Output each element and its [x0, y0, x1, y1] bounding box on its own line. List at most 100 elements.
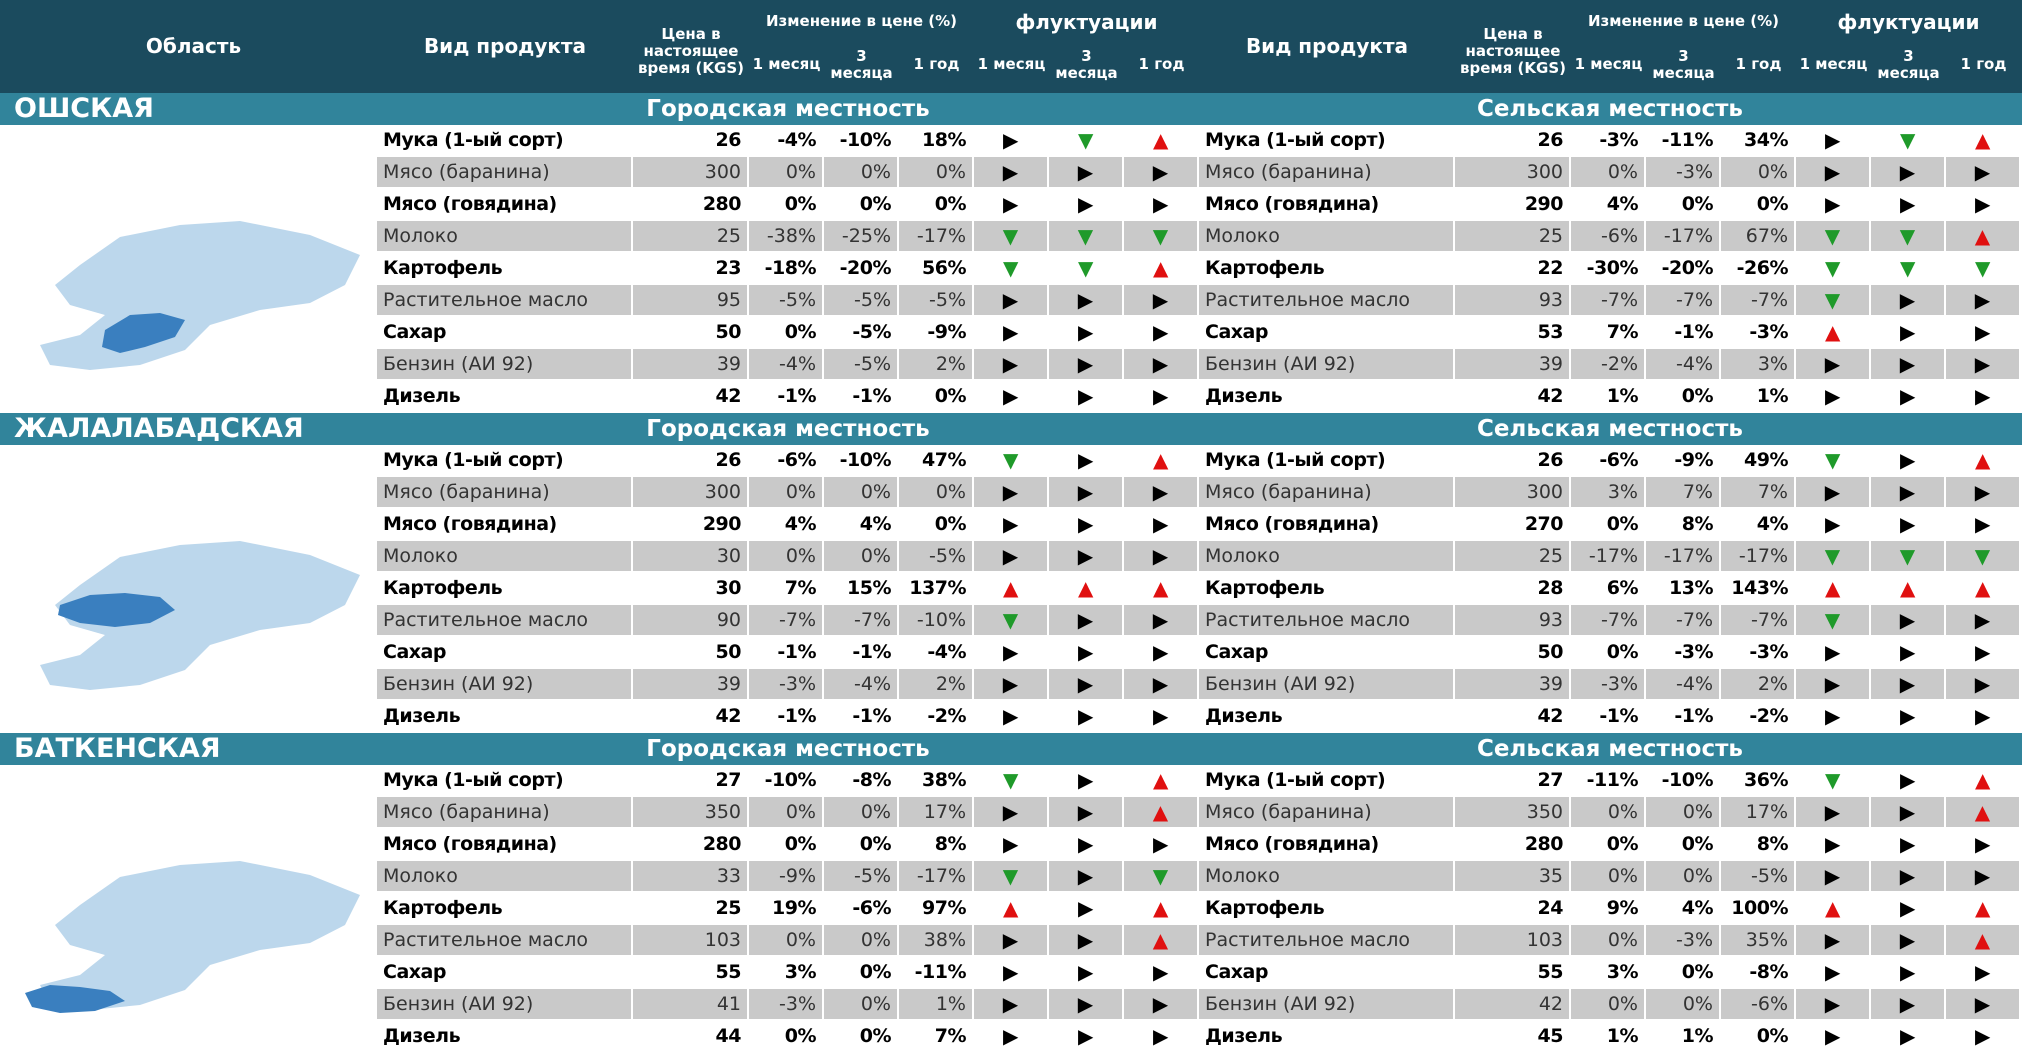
product-name: Картофель [1199, 893, 1455, 925]
price-change: -4% [1646, 669, 1721, 701]
fluctuation-arrow: ▶ [1124, 285, 1199, 317]
fluctuation-arrow: ▶ [1796, 381, 1871, 413]
header-fluct-col: 1 месяц [977, 55, 1046, 74]
fluctuation-arrow: ▶ [1049, 893, 1124, 925]
fluctuation-arrow: ▶ [1946, 381, 2021, 413]
region-map [25, 861, 360, 1013]
price-change: -17% [899, 221, 974, 253]
price-change: -5% [899, 285, 974, 317]
price-change: 18% [899, 125, 974, 157]
fluctuation-arrow: ▶ [1871, 445, 1946, 477]
price-change: 3% [1721, 349, 1796, 381]
price-change: 0% [899, 477, 974, 509]
fluctuation-arrow: ▲ [1049, 573, 1124, 605]
fluctuation-arrow: ▶ [1871, 285, 1946, 317]
fluctuation-arrow: ▶ [1946, 285, 2021, 317]
product-name: Бензин (АИ 92) [1199, 349, 1455, 381]
fluctuation-arrow: ▲ [1796, 893, 1871, 925]
fluctuation-arrow: ▶ [974, 477, 1049, 509]
price-change: -2% [1721, 701, 1796, 733]
price-change: 3% [1571, 957, 1646, 989]
country-shape [40, 541, 360, 690]
fluctuation-arrow: ▶ [1124, 957, 1199, 989]
fluctuation-arrow: ▶ [1049, 701, 1124, 733]
price: 50 [1455, 637, 1571, 669]
region-shape [25, 985, 125, 1013]
price: 50 [633, 317, 749, 349]
price: 42 [1455, 989, 1571, 1021]
price: 26 [633, 445, 749, 477]
product-name: Картофель [377, 573, 633, 605]
header-region: Область [145, 34, 242, 58]
fluctuation-arrow: ▶ [974, 381, 1049, 413]
fluctuation-arrow: ▶ [974, 1021, 1049, 1053]
price-change: -1% [824, 637, 899, 669]
product-name: Дизель [1199, 1021, 1455, 1053]
fluctuation-arrow: ▼ [974, 221, 1049, 253]
price-change: -7% [1571, 285, 1646, 317]
fluctuation-arrow: ▶ [974, 509, 1049, 541]
header-fluct-col: 3 месяца [1877, 46, 1940, 82]
product-name: Мясо (баранина) [1199, 157, 1455, 189]
price-change: -5% [824, 349, 899, 381]
fluctuation-arrow: ▶ [1871, 893, 1946, 925]
price: 290 [1455, 189, 1571, 221]
fluctuation-arrow: ▶ [1946, 957, 2021, 989]
price-change: 56% [899, 253, 974, 285]
price-change: -6% [1721, 989, 1796, 1021]
fluctuation-arrow: ▶ [1124, 701, 1199, 733]
price-change: 0% [1646, 989, 1721, 1021]
header-change-col: 1 месяц [752, 55, 821, 74]
price-change: 9% [1571, 893, 1646, 925]
price: 280 [1455, 829, 1571, 861]
price-change: 0% [1646, 797, 1721, 829]
fluctuation-arrow: ▲ [1871, 573, 1946, 605]
price-change: -3% [1646, 157, 1721, 189]
price-change: 0% [824, 989, 899, 1021]
price-change: 0% [1646, 829, 1721, 861]
fluctuation-arrow: ▶ [974, 701, 1049, 733]
product-name: Сахар [377, 317, 633, 349]
fluctuation-arrow: ▶ [1871, 381, 1946, 413]
price: 55 [633, 957, 749, 989]
fluctuation-arrow: ▼ [974, 445, 1049, 477]
fluctuation-arrow: ▶ [1871, 797, 1946, 829]
header-change-col: 3 месяца [1652, 46, 1715, 82]
price: 25 [633, 893, 749, 925]
fluctuation-arrow: ▶ [1871, 317, 1946, 349]
price-change: 3% [749, 957, 824, 989]
price-change: -4% [899, 637, 974, 669]
price-change: 4% [1646, 893, 1721, 925]
price-change: -17% [1646, 541, 1721, 573]
price-change: 0% [824, 1021, 899, 1053]
fluctuation-arrow: ▶ [1049, 477, 1124, 509]
fluctuation-arrow: ▶ [1946, 701, 2021, 733]
price-change: -18% [749, 253, 824, 285]
fluctuation-arrow: ▶ [1796, 349, 1871, 381]
price: 290 [633, 509, 749, 541]
fluctuation-arrow: ▲ [1124, 893, 1199, 925]
price-change: 2% [1721, 669, 1796, 701]
header-fluct-col: 3 месяца [1055, 46, 1118, 82]
price-change: 0% [899, 189, 974, 221]
header-price: Цена в настоящее время (KGS) [1460, 24, 1566, 78]
price-change: 0% [1721, 157, 1796, 189]
price-change: -1% [749, 701, 824, 733]
header-change-col: 1 год [913, 55, 960, 74]
fluctuation-arrow: ▼ [974, 765, 1049, 797]
price-change: -1% [824, 701, 899, 733]
fluctuation-arrow: ▶ [1946, 157, 2021, 189]
fluctuation-arrow: ▶ [1124, 541, 1199, 573]
price-change: 0% [1571, 925, 1646, 957]
product-name: Молоко [377, 221, 633, 253]
price-change: -17% [899, 861, 974, 893]
product-name: Дизель [377, 1021, 633, 1053]
product-name: Бензин (АИ 92) [377, 989, 633, 1021]
price-change: 0% [749, 797, 824, 829]
fluctuation-arrow: ▶ [974, 925, 1049, 957]
product-name: Растительное масло [377, 605, 633, 637]
fluctuation-arrow: ▼ [1796, 605, 1871, 637]
price-change: 0% [749, 317, 824, 349]
fluctuation-arrow: ▶ [1946, 477, 2021, 509]
fluctuation-arrow: ▶ [1871, 669, 1946, 701]
